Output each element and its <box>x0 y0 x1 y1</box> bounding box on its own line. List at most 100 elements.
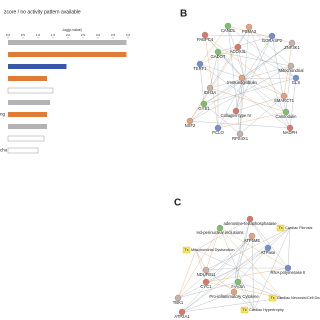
node-label: IDH3A <box>204 90 217 95</box>
node <box>201 31 209 39</box>
edge <box>181 235 253 313</box>
edge <box>283 42 293 97</box>
node <box>248 232 256 240</box>
tox-badge: Tx <box>271 296 275 300</box>
edge <box>253 227 291 311</box>
tox-label: Cardiac Hypertrophy <box>249 308 284 312</box>
node <box>246 215 254 223</box>
edge <box>236 268 255 311</box>
node <box>286 124 294 132</box>
x-tick-label: 4.0 <box>126 33 131 37</box>
node-label: ATPase <box>261 250 276 255</box>
node-label: GYS1 <box>198 106 210 111</box>
edge <box>227 25 293 44</box>
edge <box>205 267 237 271</box>
bar <box>7 147 39 154</box>
edge <box>199 25 229 65</box>
node-label: NADPH <box>283 130 298 135</box>
edge <box>199 63 245 79</box>
edge <box>244 42 293 79</box>
node <box>238 74 246 82</box>
node-label: PSMA3 <box>242 29 257 34</box>
node-label: Mitochondrial <box>279 68 304 73</box>
bar <box>8 124 47 129</box>
tox-label: Mitochondrial Dysfunction <box>191 248 234 252</box>
edge <box>217 35 273 53</box>
node-label: Calmodulin <box>276 114 298 119</box>
x-tick-label: 3.5 <box>111 33 116 37</box>
node <box>202 266 210 274</box>
edge <box>189 46 239 122</box>
edge <box>209 51 219 89</box>
edge <box>217 111 287 129</box>
edge <box>195 218 251 251</box>
node <box>174 294 182 302</box>
edge <box>217 51 292 67</box>
bar <box>8 64 67 69</box>
edge <box>227 25 297 79</box>
bar <box>8 52 127 57</box>
tox-badge-box <box>268 294 277 302</box>
node-label: F-Actin <box>231 284 245 289</box>
edge <box>189 87 211 122</box>
edge <box>181 267 237 313</box>
tox-badge: Tx <box>243 308 247 312</box>
y-tick-label: ng <box>0 112 6 117</box>
edge <box>237 281 255 311</box>
tox-label: Cardiac Fibrosis <box>285 226 313 230</box>
edge <box>249 218 269 249</box>
edge <box>244 77 297 79</box>
edge <box>209 87 287 113</box>
edge <box>204 34 245 79</box>
edge <box>205 235 253 283</box>
edge <box>181 297 283 313</box>
node <box>282 108 290 116</box>
x-tick-label: 3.0 <box>96 33 101 37</box>
node-label: Hd-perinuclear inclusions <box>196 230 243 235</box>
panel-letter: B <box>180 9 187 20</box>
node <box>200 100 208 108</box>
edge <box>233 291 255 311</box>
edge <box>195 249 237 269</box>
node-label: Immunoglobulin <box>227 80 257 85</box>
edge <box>237 46 297 79</box>
node <box>178 308 186 316</box>
x-axis-title: -log(p-value) <box>62 28 82 32</box>
y-tick-label: cho <box>0 148 8 153</box>
x-tick-label: 0.0 <box>6 33 11 37</box>
bar <box>8 76 47 81</box>
node-label: TERF1 <box>193 66 207 71</box>
edge <box>248 26 292 67</box>
node-label: ZNF3K1 <box>284 45 300 50</box>
node <box>288 39 296 47</box>
node <box>214 124 222 132</box>
node <box>245 23 253 31</box>
node-label: NDUFB11 <box>197 272 216 277</box>
node-label: CAND1 <box>221 28 236 33</box>
edge <box>236 247 269 269</box>
node <box>284 264 292 272</box>
edge <box>204 34 243 79</box>
edge <box>204 34 285 97</box>
node-label: RNA polymerase II <box>271 270 306 275</box>
x-tick-label: 2.5 <box>81 33 86 37</box>
node-label: ATP2A1 <box>174 314 190 319</box>
tox-badge-box <box>182 246 191 254</box>
edge <box>205 227 221 271</box>
bar <box>8 40 127 45</box>
edge <box>239 95 285 135</box>
edge <box>287 227 291 269</box>
edge <box>189 78 245 122</box>
node-label: CYC1 <box>200 284 212 289</box>
edge <box>177 227 221 299</box>
node <box>264 244 272 252</box>
node-label: GLS <box>292 80 301 85</box>
edge <box>199 63 291 129</box>
node-label: ATP5ME <box>244 238 261 243</box>
edge <box>181 291 235 313</box>
node-label: SMARCT1 <box>274 98 295 103</box>
node <box>224 22 232 30</box>
edge <box>251 235 255 311</box>
edge <box>244 78 287 113</box>
edge <box>189 120 291 129</box>
